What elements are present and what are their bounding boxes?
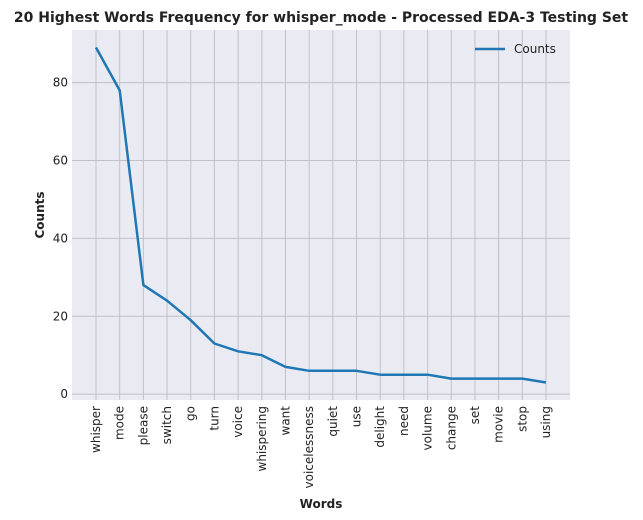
x-tick-labels: whisper mode please switch go turn voice whispe… (89, 406, 553, 489)
legend: Counts (475, 42, 556, 56)
x-tick-label: need (397, 406, 411, 436)
x-tick-label: use (350, 406, 364, 427)
x-tick-label: whisper (89, 406, 103, 453)
y-tick-label: 0 (60, 387, 68, 401)
x-tick-label: please (136, 406, 150, 445)
y-tick-labels: 0 20 40 60 80 (53, 76, 68, 402)
series-layer (94, 46, 547, 384)
y-tick-label: 20 (53, 309, 68, 323)
x-tick-label: whispering (255, 406, 269, 472)
x-tick-label: volume (421, 406, 435, 450)
x-axis-label: Words (300, 497, 343, 511)
y-axis-label: Counts (33, 191, 47, 238)
x-tick-label: turn (207, 406, 221, 431)
x-tick-label: movie (492, 406, 506, 443)
y-tick-label: 40 (53, 231, 68, 245)
plot-area (72, 30, 570, 400)
chart-title: 20 Highest Words Frequency for whisper_m… (14, 10, 629, 26)
x-gridlines (95, 30, 547, 400)
x-tick-label: quiet (326, 406, 340, 437)
series-line-counts (94, 46, 547, 384)
x-tick-label: using (539, 406, 553, 438)
x-tick-label: stop (515, 406, 529, 432)
x-tick-label: mode (113, 406, 127, 440)
y-gridlines (72, 82, 570, 395)
x-tick-label: voice (231, 406, 245, 438)
x-tick-label: change (444, 406, 458, 450)
x-tick-label: want (278, 406, 292, 436)
x-tick-label: set (468, 406, 482, 425)
x-tick-label: switch (160, 406, 174, 444)
legend-label: Counts (514, 42, 556, 56)
x-tick-label: voicelessness (302, 406, 316, 488)
y-tick-label: 80 (53, 76, 68, 90)
x-tick-label: delight (373, 406, 387, 448)
y-tick-label: 60 (53, 153, 68, 167)
x-tick-label: go (184, 406, 198, 421)
